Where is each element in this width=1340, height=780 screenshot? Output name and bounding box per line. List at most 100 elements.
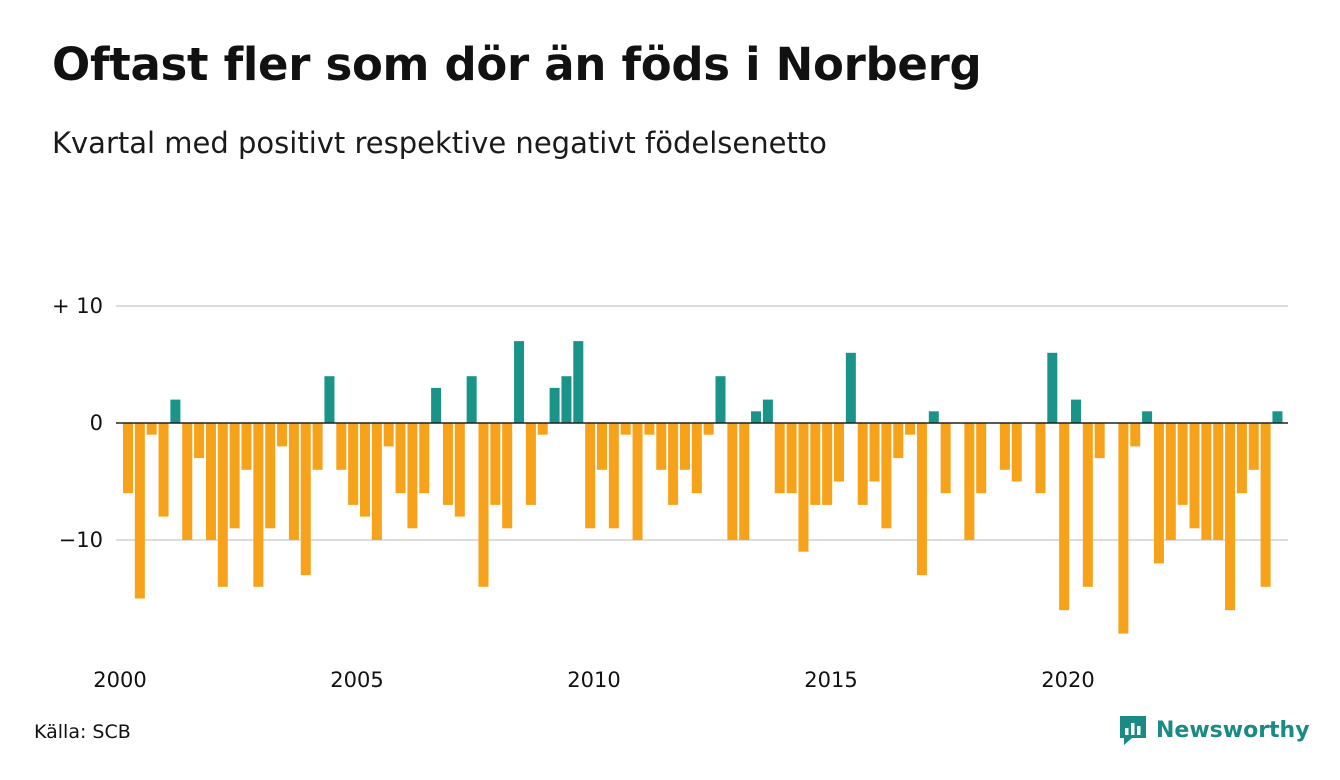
- bar-negative: [1094, 423, 1105, 459]
- bar-negative: [964, 423, 975, 540]
- bar-negative: [1213, 423, 1224, 540]
- bar-negative: [525, 423, 536, 505]
- chart-title: Oftast fler som dör än föds i Norberg: [52, 38, 982, 91]
- x-tick-label: 2015: [804, 668, 857, 692]
- bar-negative: [691, 423, 702, 494]
- bar-positive: [1142, 411, 1153, 423]
- bar-negative: [395, 423, 406, 494]
- bar-positive: [845, 352, 856, 423]
- bar-negative: [348, 423, 359, 505]
- bar-negative: [857, 423, 868, 505]
- bar-negative: [1059, 423, 1070, 611]
- bar-negative: [881, 423, 892, 529]
- bar-positive: [1272, 411, 1283, 423]
- bar-positive: [170, 399, 181, 423]
- bar-negative: [419, 423, 430, 494]
- bar-negative: [217, 423, 228, 587]
- bar-positive: [466, 376, 477, 423]
- bar-negative: [205, 423, 216, 540]
- bar-negative: [786, 423, 797, 494]
- x-tick-label: 2000: [93, 668, 146, 692]
- x-tick-label: 2005: [330, 668, 383, 692]
- bar-negative: [703, 423, 714, 435]
- bar-negative: [288, 423, 299, 540]
- bar-positive: [561, 376, 572, 423]
- bar-negative: [371, 423, 382, 540]
- bar-negative: [608, 423, 619, 529]
- bar-negative: [644, 423, 655, 435]
- bar-negative: [241, 423, 252, 470]
- bar-negative: [834, 423, 844, 482]
- newsworthy-logo-icon: [1120, 716, 1146, 745]
- bar-negative: [1177, 423, 1188, 505]
- bar-negative: [1260, 423, 1271, 587]
- bar-negative: [383, 423, 394, 447]
- bar-negative: [1248, 423, 1259, 470]
- y-tick-label: + 10: [52, 294, 103, 318]
- bar-negative: [1189, 423, 1200, 529]
- logo-text: Newsworthy: [1156, 717, 1310, 743]
- bar-negative: [999, 423, 1010, 470]
- bar-negative: [194, 423, 205, 459]
- y-tick-label: −10: [59, 528, 103, 552]
- bar-positive: [715, 376, 726, 423]
- bar-negative: [442, 423, 453, 505]
- bar-negative: [478, 423, 489, 587]
- bar-positive: [762, 399, 773, 423]
- bar-negative: [1236, 423, 1247, 494]
- bar-positive: [514, 341, 525, 423]
- bar-negative: [774, 423, 785, 494]
- chart-subtitle: Kvartal med positivt respektive negativt…: [52, 126, 827, 160]
- bar-negative: [1153, 423, 1164, 564]
- bar-negative: [123, 423, 133, 494]
- bar-negative: [905, 423, 916, 435]
- bar-negative: [976, 423, 987, 494]
- bar-negative: [1165, 423, 1176, 540]
- bar-negative: [537, 423, 548, 435]
- bar-negative: [893, 423, 904, 459]
- newsworthy-logo: Newsworthy: [1118, 713, 1310, 747]
- bar-negative: [916, 423, 927, 576]
- bar-negative: [407, 423, 418, 529]
- bar-negative: [502, 423, 513, 529]
- bar-negative: [727, 423, 738, 540]
- bar-negative: [656, 423, 667, 470]
- bar-negative: [822, 423, 833, 505]
- y-tick-label: 0: [90, 411, 103, 435]
- bar-negative: [798, 423, 809, 552]
- bar-negative: [300, 423, 311, 576]
- bar-negative: [360, 423, 370, 517]
- bar-negative: [1035, 423, 1046, 494]
- bar-negative: [597, 423, 607, 470]
- bar-negative: [312, 423, 323, 470]
- bar-positive: [549, 387, 560, 423]
- bar-negative: [336, 423, 347, 470]
- bar-negative: [1225, 423, 1236, 611]
- bar-negative: [229, 423, 240, 529]
- bar-negative: [679, 423, 690, 470]
- bar-positive: [1071, 399, 1081, 423]
- x-tick-label: 2020: [1041, 668, 1094, 692]
- bar-positive: [573, 341, 584, 423]
- bar-negative: [1011, 423, 1022, 482]
- bar-negative: [1201, 423, 1212, 540]
- bar-negative: [490, 423, 501, 505]
- bar-negative: [620, 423, 631, 435]
- bar-negative: [265, 423, 276, 529]
- bar-negative: [158, 423, 169, 517]
- bar-negative: [182, 423, 193, 540]
- bar-negative: [454, 423, 465, 517]
- bar-negative: [253, 423, 264, 587]
- bar-negative: [632, 423, 643, 540]
- bar-positive: [431, 387, 442, 423]
- x-tick-label: 2010: [567, 668, 620, 692]
- bar-negative: [585, 423, 596, 529]
- bar-negative: [146, 423, 157, 435]
- bar-negative: [739, 423, 750, 540]
- bar-negative: [810, 423, 821, 505]
- bar-negative: [277, 423, 288, 447]
- bar-negative: [940, 423, 951, 494]
- bar-negative: [869, 423, 880, 482]
- bar-positive: [928, 411, 939, 423]
